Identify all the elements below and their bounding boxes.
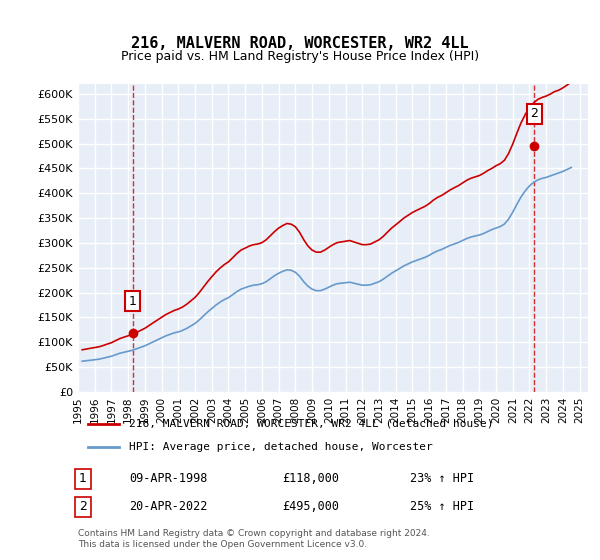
Text: 09-APR-1998: 09-APR-1998 xyxy=(129,472,208,486)
Text: 1: 1 xyxy=(79,472,87,486)
Text: £118,000: £118,000 xyxy=(282,472,339,486)
Text: 23% ↑ HPI: 23% ↑ HPI xyxy=(409,472,473,486)
Text: 25% ↑ HPI: 25% ↑ HPI xyxy=(409,500,473,514)
Text: Contains HM Land Registry data © Crown copyright and database right 2024.
This d: Contains HM Land Registry data © Crown c… xyxy=(78,529,430,549)
Text: 216, MALVERN ROAD, WORCESTER, WR2 4LL: 216, MALVERN ROAD, WORCESTER, WR2 4LL xyxy=(131,36,469,52)
Text: 1: 1 xyxy=(129,295,137,307)
Text: £495,000: £495,000 xyxy=(282,500,339,514)
Text: 2: 2 xyxy=(530,108,538,120)
Text: 216, MALVERN ROAD, WORCESTER, WR2 4LL (detached house): 216, MALVERN ROAD, WORCESTER, WR2 4LL (d… xyxy=(129,419,493,429)
Text: 20-APR-2022: 20-APR-2022 xyxy=(129,500,208,514)
Text: HPI: Average price, detached house, Worcester: HPI: Average price, detached house, Worc… xyxy=(129,442,433,452)
Text: Price paid vs. HM Land Registry's House Price Index (HPI): Price paid vs. HM Land Registry's House … xyxy=(121,50,479,63)
Text: 2: 2 xyxy=(79,500,87,514)
